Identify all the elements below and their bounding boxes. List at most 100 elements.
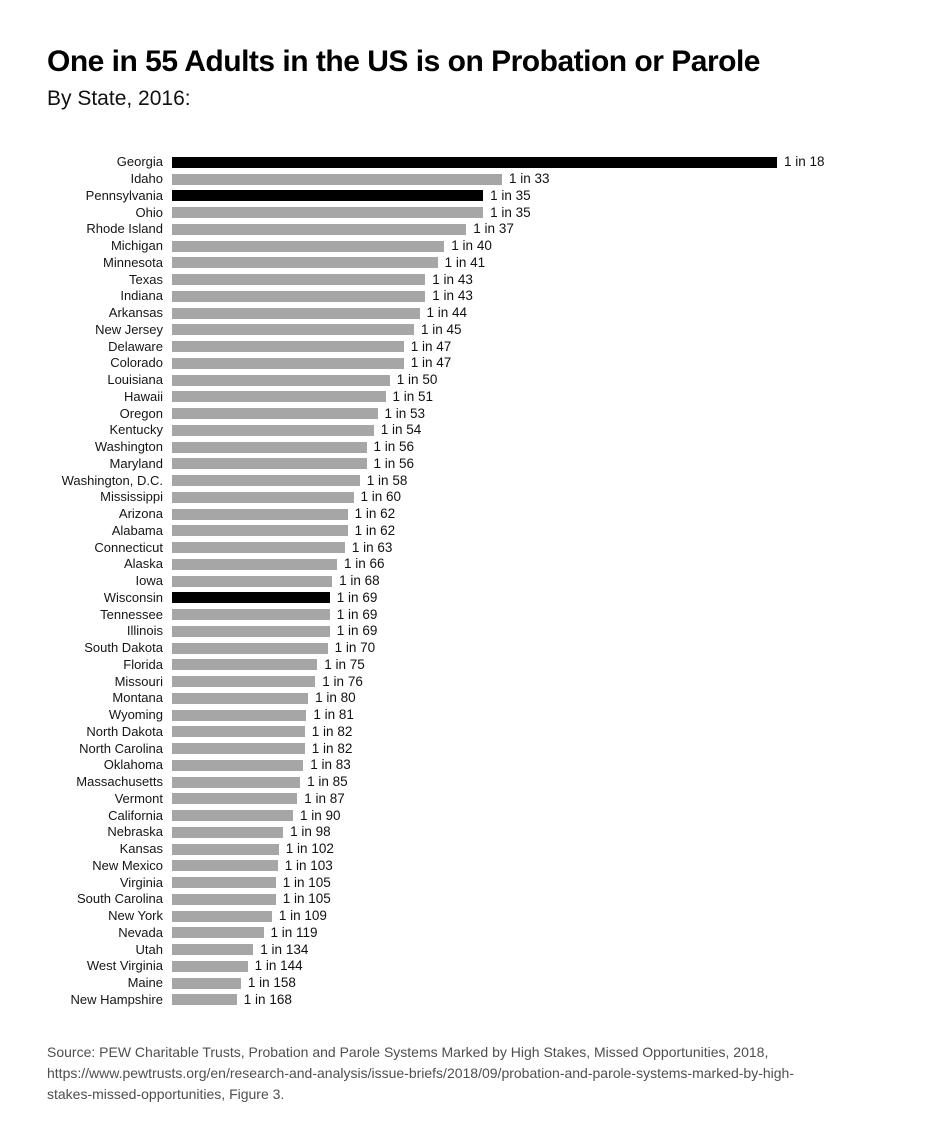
- value-label: 1 in 62: [354, 506, 396, 522]
- value-label: 1 in 69: [336, 589, 378, 605]
- chart-row: Tennessee 1 in 69: [47, 606, 946, 623]
- value-label: 1 in 82: [311, 723, 353, 739]
- value-label: 1 in 119: [270, 924, 318, 940]
- state-label: Maine: [127, 975, 163, 991]
- state-label: South Dakota: [84, 640, 163, 656]
- chart-row: Vermont 1 in 87: [47, 791, 946, 808]
- bar: [172, 374, 390, 386]
- value-label: 1 in 105: [282, 891, 331, 907]
- bar: [172, 927, 264, 939]
- value-label: 1 in 168: [243, 991, 292, 1007]
- state-label: Maryland: [109, 455, 163, 471]
- source-line: stakes-missed-opportunities, Figure 3.: [47, 1086, 285, 1103]
- chart-row: Utah 1 in 134: [47, 941, 946, 958]
- chart-row: New Mexico 1 in 103: [47, 858, 946, 875]
- bar: [172, 458, 367, 470]
- value-label: 1 in 85: [307, 774, 348, 790]
- bar: [172, 692, 309, 704]
- bar-highlighted: [172, 592, 330, 604]
- chart-row: California 1 in 90: [47, 807, 946, 824]
- chart-row: Michigan 1 in 40: [47, 238, 946, 255]
- bar: [172, 642, 328, 654]
- bar: [172, 609, 330, 621]
- bar: [172, 173, 502, 185]
- value-label: 1 in 105: [282, 874, 331, 890]
- value-label: 1 in 47: [410, 355, 452, 371]
- state-label: Montana: [112, 690, 163, 706]
- bar: [172, 542, 345, 554]
- bar: [172, 810, 293, 822]
- bar: [172, 408, 378, 420]
- value-label: 1 in 66: [344, 556, 385, 572]
- value-label: 1 in 50: [396, 372, 438, 388]
- state-label: Washington: [94, 439, 163, 455]
- bar: [172, 391, 386, 403]
- value-label: 1 in 40: [451, 238, 492, 254]
- state-label: New Jersey: [95, 321, 163, 337]
- bar: [172, 257, 438, 269]
- chart-row: New Jersey 1 in 45: [47, 322, 946, 339]
- bar-highlighted: [172, 156, 777, 168]
- bar: [172, 893, 276, 905]
- bar: [172, 977, 241, 989]
- value-label: 1 in 103: [284, 857, 333, 873]
- state-label: Iowa: [135, 573, 163, 589]
- chart-row: Oregon 1 in 53: [47, 405, 946, 422]
- value-label: 1 in 82: [311, 740, 353, 756]
- source-line: https://www.pewtrusts.org/en/research-an…: [47, 1065, 795, 1082]
- state-label: Wyoming: [108, 707, 163, 723]
- state-label: Louisiana: [107, 372, 163, 388]
- chart-row: Wyoming 1 in 81: [47, 707, 946, 724]
- state-label: New Hampshire: [70, 991, 163, 1007]
- value-label: 1 in 83: [310, 757, 351, 773]
- bar: [172, 341, 404, 353]
- chart-row: Virginia 1 in 105: [47, 874, 946, 891]
- bar: [172, 625, 330, 637]
- state-label: Rhode Island: [86, 221, 163, 237]
- state-label: South Carolina: [77, 891, 163, 907]
- chart-row: New York 1 in 109: [47, 908, 946, 925]
- bar: [172, 525, 348, 537]
- value-label: 1 in 68: [339, 573, 380, 589]
- value-label: 1 in 70: [334, 640, 376, 656]
- chart-row: Hawaii 1 in 51: [47, 389, 946, 406]
- bar: [172, 944, 254, 956]
- value-label: 1 in 43: [432, 288, 473, 304]
- value-label: 1 in 76: [322, 673, 363, 689]
- bar: [172, 776, 301, 788]
- state-label: Alaska: [123, 556, 163, 572]
- bar: [172, 475, 360, 487]
- state-label: Washington, D.C.: [61, 472, 163, 488]
- value-label: 1 in 69: [336, 623, 378, 639]
- value-label: 1 in 109: [278, 908, 327, 924]
- value-label: 1 in 81: [313, 707, 354, 723]
- chart-row: North Dakota 1 in 82: [47, 724, 946, 741]
- value-label: 1 in 63: [351, 539, 393, 555]
- chart-row: Montana 1 in 80: [47, 690, 946, 707]
- chart-row: Arizona 1 in 62: [47, 506, 946, 523]
- state-label: Hawaii: [123, 388, 163, 404]
- bar: [172, 307, 420, 319]
- bar: [172, 726, 305, 738]
- source-note: Source: PEW Charitable Trusts, Probation…: [47, 1042, 946, 1105]
- state-label: Pennsylvania: [85, 187, 163, 203]
- state-label: Texas: [129, 271, 163, 287]
- bar: [172, 860, 278, 872]
- chart-row: South Carolina 1 in 105: [47, 891, 946, 908]
- state-label: Tennessee: [100, 606, 163, 622]
- chart-row: Delaware 1 in 47: [47, 338, 946, 355]
- chart-row: Idaho 1 in 33: [47, 171, 946, 188]
- value-label: 1 in 33: [509, 171, 550, 187]
- value-label: 1 in 69: [336, 606, 378, 622]
- state-label: Ohio: [135, 204, 163, 220]
- bar: [172, 558, 337, 570]
- bar: [172, 441, 367, 453]
- value-label: 1 in 87: [304, 790, 345, 806]
- chart-row: Kentucky 1 in 54: [47, 422, 946, 439]
- chart-row: Nebraska 1 in 98: [47, 824, 946, 841]
- state-label: California: [108, 807, 163, 823]
- chart-row: Kansas 1 in 102: [47, 841, 946, 858]
- state-label: Georgia: [116, 154, 163, 170]
- state-label: Nebraska: [107, 824, 163, 840]
